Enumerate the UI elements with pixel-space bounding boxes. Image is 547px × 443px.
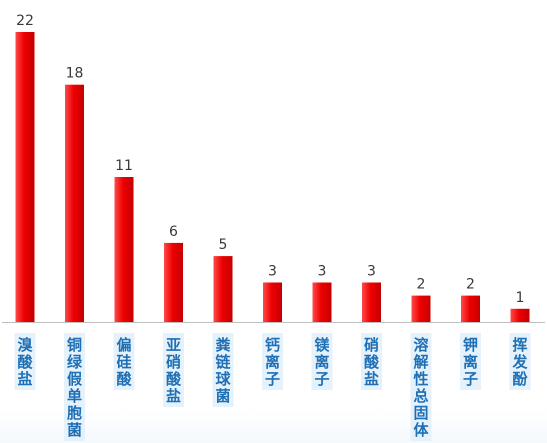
x-tick-label: 硝酸盐 <box>364 336 380 388</box>
category-label-background <box>212 333 234 407</box>
x-tick-label: 溶解性总固体 <box>413 336 429 439</box>
bar-value-label: 5 <box>219 237 228 253</box>
x-tick-label: 亚硝酸盐 <box>166 336 182 405</box>
x-tick-label: 钾离子 <box>463 336 478 388</box>
category-label-background <box>311 333 333 390</box>
category-labels: 溴酸盐 铜绿假单胞菌 偏硅酸 亚硝酸盐 粪链球菌 钙离子 镁离子 硝酸盐 溶解性总固体 钾离子 挥发… <box>17 336 528 439</box>
bar-5 <box>213 256 233 322</box>
category-label-background <box>361 333 382 390</box>
x-tick-label: 偏硅酸 <box>116 336 132 388</box>
x-tick-label: 溴酸盐 <box>17 336 33 388</box>
category-label-background <box>64 333 85 441</box>
x-tick-label: 钙离子 <box>265 336 280 388</box>
category-label-background <box>14 333 36 390</box>
bar-4 <box>164 242 183 322</box>
bar-value-label: 3 <box>318 264 327 280</box>
x-tick-label: 镁离子 <box>314 336 330 388</box>
bar-9 <box>411 295 431 322</box>
bar-2 <box>65 84 84 322</box>
bar-8 <box>362 282 381 322</box>
bar-value-label: 3 <box>268 264 277 280</box>
bar-value-label: 6 <box>169 224 178 240</box>
category-label-background <box>410 333 432 441</box>
category-label-background <box>460 333 481 390</box>
bar-value-label: 2 <box>466 277 475 293</box>
bars <box>15 32 530 322</box>
bar-7 <box>312 282 332 322</box>
category-label-background <box>113 333 135 390</box>
bar-value-label: 22 <box>16 13 34 29</box>
bar-3 <box>114 177 134 322</box>
bar-10 <box>461 295 480 322</box>
bar-1 <box>15 32 35 322</box>
bar-value-label: 1 <box>516 290 525 306</box>
bar-value-label: 2 <box>417 277 426 293</box>
category-label-background <box>262 333 283 390</box>
bar-11 <box>510 308 530 322</box>
bar-value-label: 18 <box>66 66 84 82</box>
bar-value-label: 3 <box>367 264 376 280</box>
bar-value-label: 11 <box>115 158 133 174</box>
category-label-background <box>163 333 184 407</box>
category-label-backgrounds <box>14 333 531 441</box>
x-tick-label: 挥发酚 <box>511 336 528 388</box>
x-tick-label: 铜绿假单胞菌 <box>66 336 83 439</box>
category-label-background <box>509 333 531 390</box>
x-tick-label: 粪链球菌 <box>215 336 231 405</box>
bar-6 <box>263 282 282 322</box>
